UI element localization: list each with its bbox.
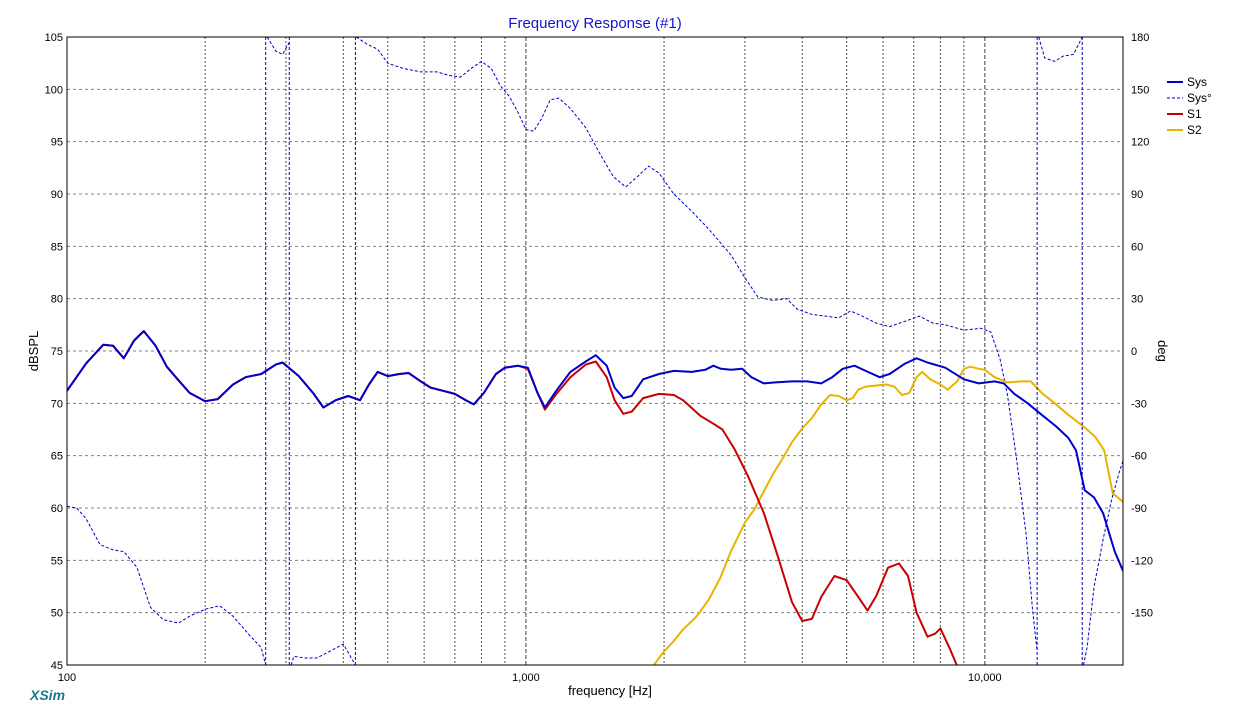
x-axis-label: frequency [Hz] xyxy=(568,683,652,698)
y-tick-label: 95 xyxy=(51,137,63,149)
y-tick-label: 50 xyxy=(51,608,63,620)
y-tick-label: 90 xyxy=(51,189,63,201)
y2-tick-label: 120 xyxy=(1131,137,1149,149)
series-line-sys xyxy=(67,330,1123,572)
legend-item[interactable]: S1 xyxy=(1167,107,1202,121)
y2-axis-label: deg xyxy=(1155,340,1170,362)
y-tick-label: 75 xyxy=(51,346,63,358)
y-tick-label: 70 xyxy=(51,398,63,410)
y-tick-label: 60 xyxy=(51,503,63,515)
xsim-logo: XSim xyxy=(29,687,65,703)
legend-item[interactable]: S2 xyxy=(1167,123,1202,137)
y2-tick-label: 180 xyxy=(1131,32,1149,44)
legend-item[interactable]: Sys° xyxy=(1167,91,1212,105)
y2-tick-label: -90 xyxy=(1131,503,1147,515)
x-tick-label: 100 xyxy=(58,672,76,684)
legend-label: Sys° xyxy=(1187,91,1212,105)
right-axis-ticks: -150 -120 -90 -60 -30 0 30 60 90 120 150 180 xyxy=(1131,32,1153,620)
plot-border xyxy=(66,36,1124,666)
x-tick-label: 1,000 xyxy=(512,672,540,684)
x-tick-label: 10,000 xyxy=(968,672,1002,684)
legend-label: S2 xyxy=(1187,123,1202,137)
y2-tick-label: 150 xyxy=(1131,84,1149,96)
y2-tick-label: -60 xyxy=(1131,451,1147,463)
y-tick-label: 45 xyxy=(51,660,63,672)
legend-label: S1 xyxy=(1187,107,1202,121)
series-line-sys-phase xyxy=(1082,460,1123,665)
y-axis-label: dBSPL xyxy=(26,331,41,371)
y2-tick-label: 90 xyxy=(1131,189,1143,201)
legend-label: Sys xyxy=(1187,75,1207,89)
series-line-sys-phase xyxy=(290,643,356,665)
y2-tick-label: -30 xyxy=(1131,398,1147,410)
series-line-sys-phase xyxy=(266,37,290,55)
series-line-sys-phase xyxy=(356,37,1038,652)
y2-tick-label: 60 xyxy=(1131,241,1143,253)
x-axis-ticks: 100 1,000 10,000 xyxy=(58,672,1002,684)
y2-tick-label: -120 xyxy=(1131,555,1153,567)
y-tick-label: 100 xyxy=(45,84,63,96)
y2-tick-label: 0 xyxy=(1131,346,1137,358)
series-line-sys-phase xyxy=(67,505,267,665)
y-tick-label: 85 xyxy=(51,241,63,253)
curves xyxy=(67,37,1123,665)
y-tick-label: 105 xyxy=(45,32,63,44)
left-axis-ticks: 45 50 55 60 65 70 75 80 85 90 95 100 105 xyxy=(45,32,63,672)
chart-title: Frequency Response (#1) xyxy=(508,15,681,32)
grid xyxy=(67,37,1123,665)
y2-tick-label: -150 xyxy=(1131,608,1153,620)
y-tick-label: 55 xyxy=(51,555,63,567)
series-line-s2 xyxy=(653,365,1123,665)
y-tick-label: 80 xyxy=(51,294,63,306)
series-line-sys-phase xyxy=(1038,37,1083,62)
legend[interactable]: Sys Sys° S1 S2 xyxy=(1167,75,1212,137)
y2-tick-label: 30 xyxy=(1131,294,1143,306)
y-tick-label: 65 xyxy=(51,451,63,463)
legend-item[interactable]: Sys xyxy=(1167,75,1207,89)
